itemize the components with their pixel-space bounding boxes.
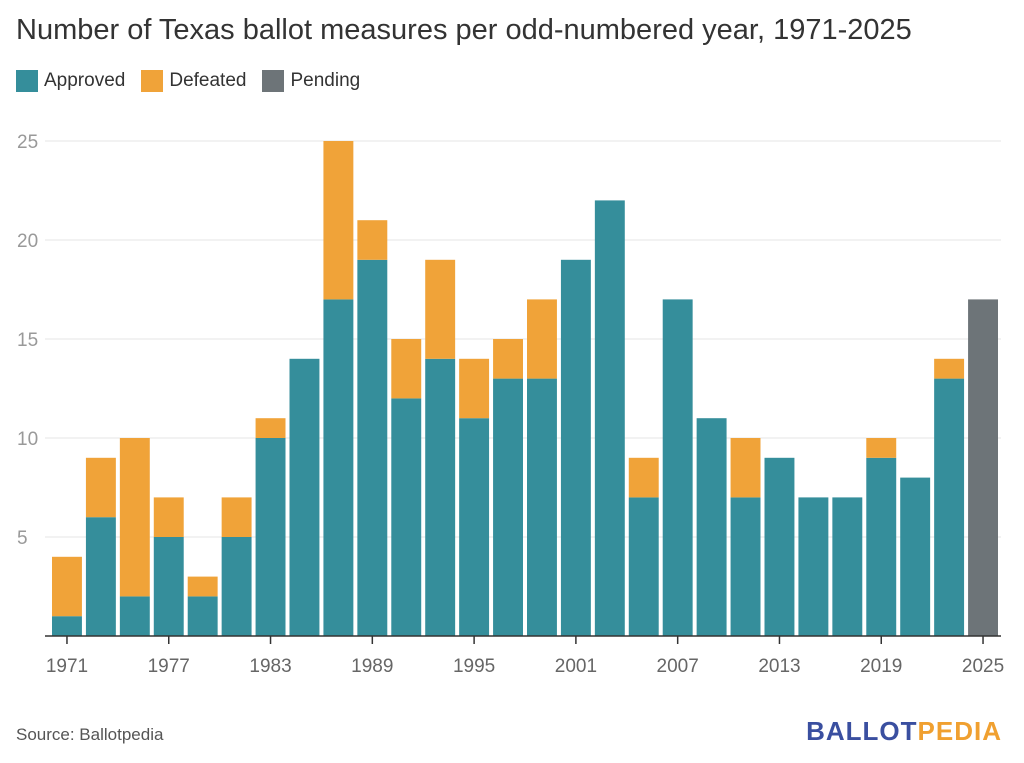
bar-approved-2017 bbox=[832, 497, 863, 636]
bar-approved-1971 bbox=[52, 616, 82, 636]
bar-approved-1985 bbox=[289, 358, 320, 636]
bar-approved-1997 bbox=[493, 378, 523, 636]
bar-defeated-2011 bbox=[730, 438, 761, 498]
bar-approved-1979 bbox=[187, 596, 218, 636]
legend-item-defeated: Defeated bbox=[141, 70, 246, 92]
chart-title: Number of Texas ballot measures per odd-… bbox=[16, 14, 912, 46]
bar-approved-2003 bbox=[594, 200, 625, 636]
legend-item-pending: Pending bbox=[262, 70, 360, 92]
bar-defeated-2019 bbox=[866, 438, 897, 458]
bar-approved-1989 bbox=[357, 259, 388, 636]
bar-approved-1993 bbox=[425, 358, 456, 636]
bar-approved-2013 bbox=[764, 457, 795, 636]
bar-defeated-1973 bbox=[85, 457, 116, 518]
bar-approved-1999 bbox=[527, 378, 557, 636]
bar-approved-1975 bbox=[119, 596, 150, 636]
x-tick-label: 2025 bbox=[962, 656, 1004, 677]
legend-label-defeated: Defeated bbox=[169, 70, 247, 91]
x-tick-label: 1971 bbox=[46, 656, 88, 677]
bar-defeated-1977 bbox=[153, 497, 184, 537]
source-note: Source: Ballotpedia bbox=[16, 725, 164, 744]
y-tick-label: 5 bbox=[17, 528, 28, 549]
bar-approved-1973 bbox=[85, 517, 116, 636]
x-tick-label: 1995 bbox=[453, 656, 495, 677]
legend-swatch-approved bbox=[16, 70, 38, 92]
bar-approved-1991 bbox=[391, 398, 422, 636]
bar-pending-2025 bbox=[968, 299, 998, 636]
bar-approved-1995 bbox=[459, 418, 490, 636]
bar-defeated-1989 bbox=[357, 220, 388, 260]
y-tick-label: 20 bbox=[17, 231, 38, 252]
x-tick-label: 2019 bbox=[860, 656, 902, 677]
bar-approved-2005 bbox=[628, 497, 659, 636]
bar-defeated-1979 bbox=[187, 576, 218, 597]
logo-part-ballot: BALLOT bbox=[806, 716, 918, 746]
x-tick-label: 1983 bbox=[249, 656, 291, 677]
bar-defeated-2005 bbox=[628, 457, 659, 498]
bar-defeated-1971 bbox=[52, 556, 82, 617]
x-tick-label: 2013 bbox=[758, 656, 800, 677]
bar-approved-1987 bbox=[323, 299, 354, 636]
legend-swatch-defeated bbox=[141, 70, 164, 92]
y-tick-label: 15 bbox=[17, 330, 38, 351]
bar-defeated-1999 bbox=[527, 299, 557, 379]
legend-swatch-pending bbox=[262, 70, 285, 92]
bar-approved-2007 bbox=[662, 299, 693, 636]
bar-defeated-1991 bbox=[391, 339, 422, 399]
bar-approved-2021 bbox=[900, 477, 931, 636]
bar-defeated-2023 bbox=[934, 358, 965, 379]
bar-approved-2019 bbox=[866, 457, 897, 636]
bar-defeated-1987 bbox=[323, 141, 354, 300]
bar-defeated-1983 bbox=[255, 418, 286, 438]
bar-approved-2001 bbox=[560, 259, 591, 636]
bar-approved-2009 bbox=[696, 418, 727, 636]
bar-defeated-1997 bbox=[493, 339, 523, 379]
bar-defeated-1975 bbox=[119, 438, 150, 597]
legend-item-approved: Approved bbox=[16, 70, 125, 92]
x-tick-label: 1977 bbox=[148, 656, 190, 677]
logo-part-pedia: PEDIA bbox=[917, 716, 1002, 746]
bar-defeated-1993 bbox=[425, 259, 456, 359]
bar-defeated-1995 bbox=[459, 358, 490, 419]
bar-approved-1983 bbox=[255, 438, 286, 636]
bar-approved-1981 bbox=[221, 537, 252, 636]
legend-label-approved: Approved bbox=[44, 70, 126, 91]
x-tick-label: 2001 bbox=[555, 656, 597, 677]
bar-approved-2015 bbox=[798, 497, 829, 636]
bar-approved-2011 bbox=[730, 497, 761, 636]
bar-approved-1977 bbox=[153, 537, 184, 636]
ballotpedia-logo: BALLOTPEDIA bbox=[806, 716, 1002, 747]
legend: Approved Defeated Pending bbox=[16, 70, 360, 92]
x-tick-label: 2007 bbox=[657, 656, 699, 677]
bar-approved-2023 bbox=[934, 378, 965, 636]
bar-defeated-1981 bbox=[221, 497, 252, 537]
y-tick-label: 10 bbox=[17, 429, 38, 450]
y-tick-label: 25 bbox=[17, 132, 38, 153]
x-tick-label: 1989 bbox=[351, 656, 393, 677]
legend-label-pending: Pending bbox=[290, 70, 361, 91]
